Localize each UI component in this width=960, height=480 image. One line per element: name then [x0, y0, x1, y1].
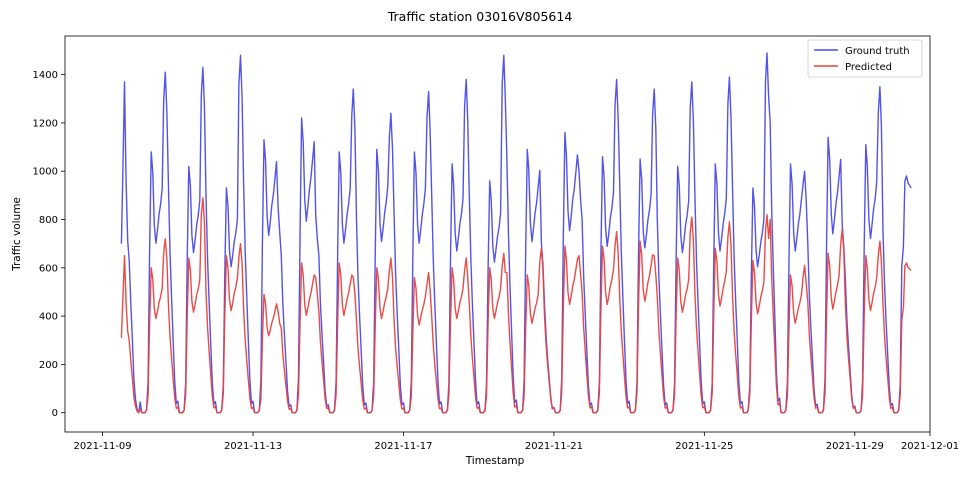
legend-label-predicted: Predicted — [845, 62, 892, 73]
y-tick-label: 200 — [39, 360, 58, 371]
legend-label-ground-truth: Ground truth — [845, 46, 910, 57]
x-tick-label: 2021-11-21 — [525, 441, 583, 452]
y-tick-label: 600 — [39, 263, 58, 274]
plot-frame — [64, 35, 931, 433]
x-tick-label: 2021-11-17 — [374, 441, 432, 452]
x-tick-label: 2021-11-25 — [675, 441, 733, 452]
y-tick-label: 1000 — [33, 167, 58, 178]
chart-title: Traffic station 03016V805614 — [387, 9, 573, 24]
x-axis: 2021-11-09 2021-11-13 2021-11-17 2021-11-21… — [74, 432, 959, 452]
series-layer — [120, 52, 912, 414]
x-tick-label: 2021-11-13 — [224, 441, 282, 452]
x-tick-label: 2021-12-01 — [901, 441, 959, 452]
y-tick-label: 1400 — [33, 70, 58, 81]
series-line-ground-truth — [120, 52, 912, 414]
series-line-predicted — [120, 197, 912, 414]
y-tick-label: 0 — [52, 408, 58, 419]
y-tick-label: 400 — [39, 312, 58, 323]
x-axis-label: Timestamp — [465, 455, 525, 467]
x-tick-label: 2021-11-29 — [826, 441, 884, 452]
y-tick-label: 1200 — [33, 118, 58, 129]
legend: Ground truth Predicted — [807, 39, 923, 78]
x-tick-label: 2021-11-09 — [74, 441, 132, 452]
y-axis: 0 200 400 600 800 1000 1200 1400 — [33, 70, 65, 419]
y-tick-label: 800 — [39, 215, 58, 226]
y-axis-label: Traffic volume — [11, 197, 23, 272]
